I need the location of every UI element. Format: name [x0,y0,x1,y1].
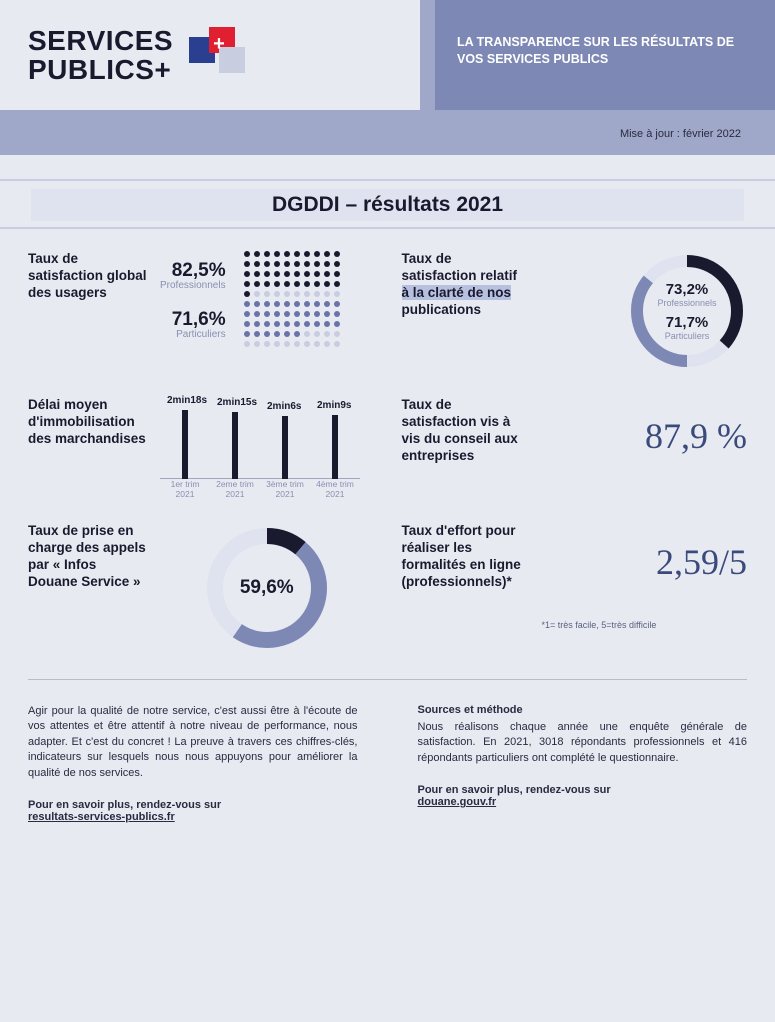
label-delai: Délai moyen d'immobilisation des marchan… [28,397,148,448]
value-conseil: 87,9 % [534,397,748,457]
logo-area: SERVICES PUBLICS+ + [0,0,420,110]
clarte-pro: 73,2% Professionnels [657,281,716,308]
footer-right-link[interactable]: douane.gouv.fr [418,796,748,808]
value-effort: 2,59/5 [534,523,748,583]
footer-right-heading: Sources et méthode [418,704,748,716]
footer-left-text: Agir pour la qualité de notre service, c… [28,704,358,781]
brand-icon: + [189,27,245,83]
stat-pro-label: Professionnels [160,280,226,291]
donut-clarte: 73,2% Professionnels 71,7% Particuliers [627,251,747,371]
page-title: DGDDI – résultats 2021 [31,189,744,221]
footer-right-cta: Pour en savoir plus, rendez-vous sur dou… [418,784,748,808]
value-appels: 59,6% [202,523,332,653]
cell-effort: Taux d'effort pour réaliser les formalit… [402,523,748,653]
footer: Agir pour la qualité de notre service, c… [28,679,747,823]
footer-right: Sources et méthode Nous réalisons chaque… [418,704,748,823]
stat-part-label: Particuliers [160,329,226,340]
label-appels: Taux de prise en charge des appels par «… [28,523,148,591]
stats-grid: Taux de satisfaction global des usagers … [0,229,775,663]
cell-satisfaction-global: Taux de satisfaction global des usagers … [28,251,374,371]
footer-left-cta: Pour en savoir plus, rendez-vous sur res… [28,799,358,823]
cell-delai: Délai moyen d'immobilisation des marchan… [28,397,374,497]
brand-text: SERVICES PUBLICS+ [28,26,173,85]
footer-left: Agir pour la qualité de notre service, c… [28,704,358,823]
stat-part: 71,6% Particuliers [160,309,226,340]
footer-right-text: Nous réalisons chaque année une enquête … [418,720,748,766]
clarte-part: 71,7% Particuliers [665,314,710,341]
bar-chart-delai: 1er trim 20212min18s2eme trim 20212min15… [160,397,360,497]
label-effort: Taux d'effort pour réaliser les formalit… [402,523,522,591]
header: SERVICES PUBLICS+ + LA TRANSPARENCE SUR … [0,0,775,155]
stat-pro: 82,5% Professionnels [160,260,226,291]
label-clarte: Taux de satisfaction relatif à la clarté… [402,251,522,319]
donut-appels: 59,6% [202,523,332,653]
stat-part-value: 71,6% [160,309,226,331]
brand-line2: PUBLICS+ [28,55,173,84]
dot-matrix [244,251,341,348]
cell-clarte: Taux de satisfaction relatif à la clarté… [402,251,748,371]
label-conseil: Taux de satisfaction vis à vis du consei… [402,397,522,465]
cell-conseil: Taux de satisfaction vis à vis du consei… [402,397,748,497]
title-bar: DGDDI – résultats 2021 [0,179,775,229]
footnote-effort: *1= très facile, 5=très difficile [542,620,657,630]
label-satisfaction-global: Taux de satisfaction global des usagers [28,251,148,302]
update-date: Mise à jour : février 2022 [620,128,741,140]
cell-appels: Taux de prise en charge des appels par «… [28,523,374,653]
stat-pro-value: 82,5% [160,260,226,282]
footer-left-link[interactable]: resultats-services-publics.fr [28,811,358,823]
tagline: LA TRANSPARENCE SUR LES RÉSULTATS DE VOS… [435,0,775,110]
brand-line1: SERVICES [28,26,173,55]
